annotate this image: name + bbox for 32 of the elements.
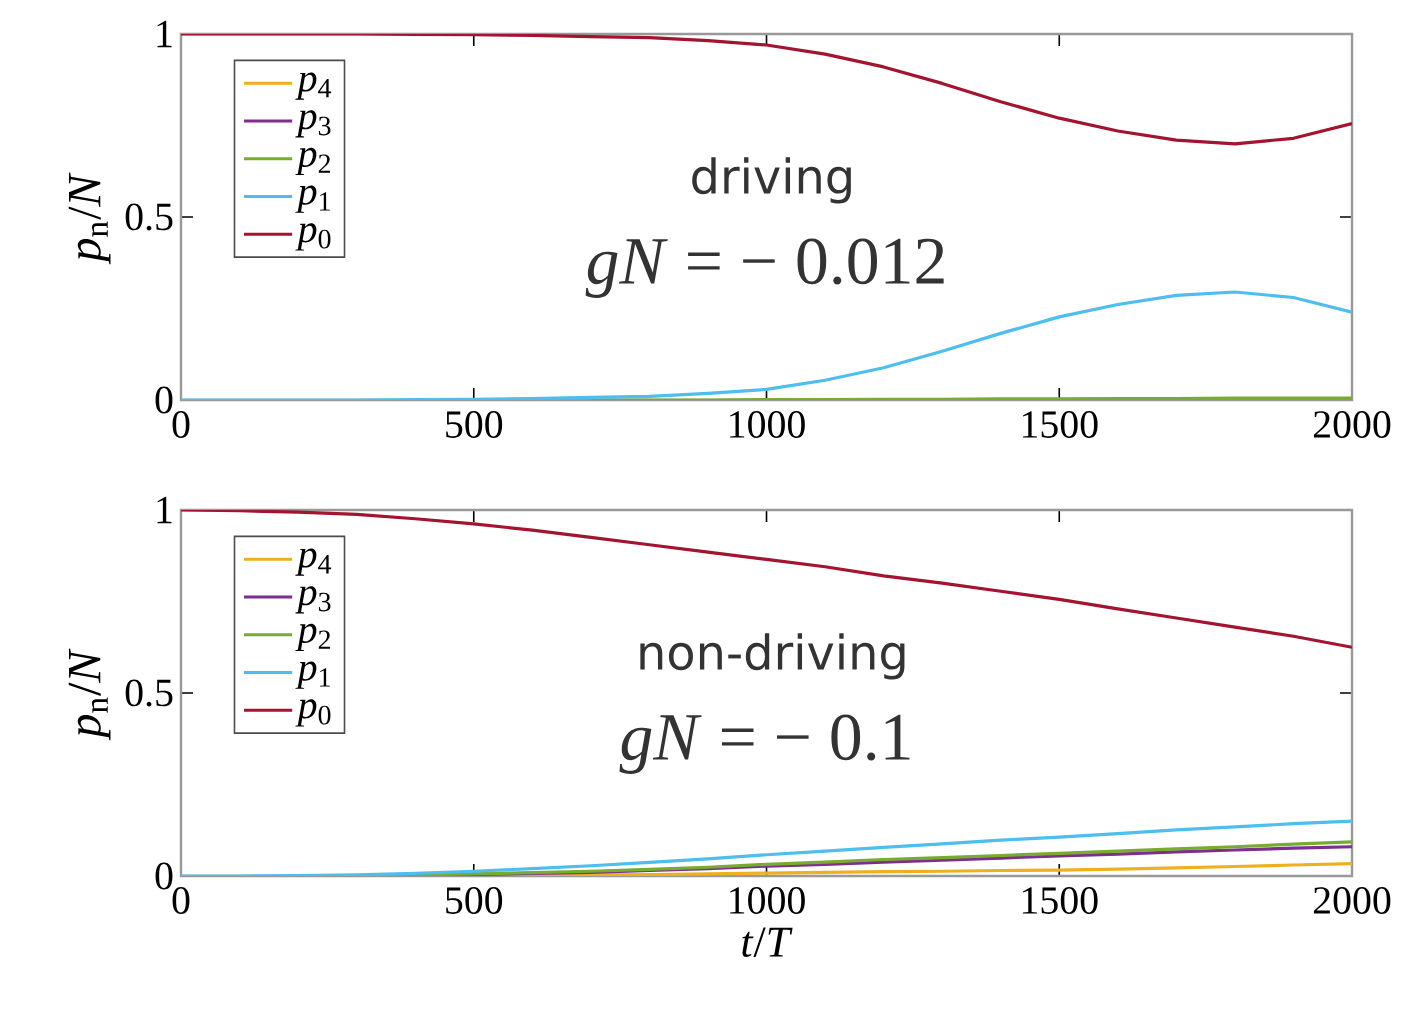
x-tick-label: 2000 [1313,887,1391,914]
x-axis-title: t/T [742,927,793,957]
legend-label: p$_{4}$ [295,72,332,100]
legend-label: p$_{2}$ [295,623,330,652]
legend-label: p$_{1}$ [295,185,330,213]
x-tick-label: 1500 [1022,887,1098,914]
x-tick-label: 1000 [730,887,805,914]
legend-label: p$_{3}$ [295,110,331,138]
y-tick-label: 1 [157,20,172,48]
legend-label: p$_{0}$ [295,223,331,251]
y-tick-label: 0.5 [125,203,173,231]
annotation: gN = − 0.012 [585,238,944,298]
y-tick-label: 0 [155,386,173,414]
y-tick-label: 1 [157,496,172,524]
x-tick-label: 500 [446,411,503,438]
line-series [181,819,1353,876]
legend-label: p$_{0}$ [295,699,331,727]
x-tick-label: 500 [446,887,503,914]
y-axis-title: p$_{n}$/N [68,172,111,265]
annotation: non-driving [640,633,905,680]
annotation: gN = − 0.1 [619,714,910,774]
x-tick-label: 2000 [1313,411,1391,438]
legend-label: p$_{4}$ [295,548,332,576]
y-tick-label: 0.5 [125,679,173,707]
x-tick-label: 1000 [730,411,805,438]
y-axis-title: p$_{n}$/N [68,648,111,741]
y-tick-label: 0 [155,862,173,890]
x-tick-label: 1500 [1022,411,1098,438]
legend-label: p$_{1}$ [295,661,330,689]
legend-label: p$_{3}$ [295,586,331,614]
legend-label: p$_{2}$ [295,147,330,176]
annotation: driving [692,157,851,204]
